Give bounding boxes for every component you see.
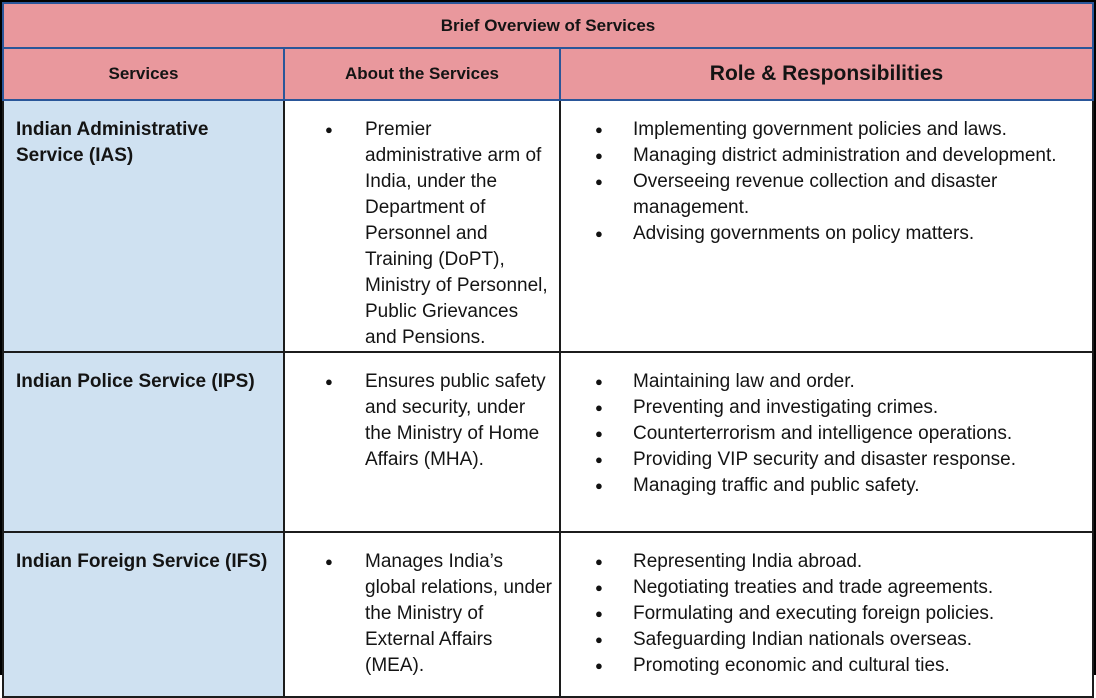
- bullet-icon: ●: [595, 148, 603, 163]
- bullet-icon: ●: [595, 478, 603, 493]
- about-list: ● Manages India’s global relations, under…: [285, 549, 559, 679]
- table-title-row: Brief Overview of Services: [2, 2, 1094, 49]
- role-text: Safeguarding Indian nationals overseas.: [633, 629, 973, 650]
- list-item: ● Negotiating treaties and trade agreemen…: [595, 575, 1084, 601]
- bullet-icon: ●: [595, 452, 603, 467]
- bullet-icon: ●: [595, 632, 603, 647]
- col-header-about: About the Services: [283, 47, 561, 101]
- table-title: Brief Overview of Services: [2, 2, 1094, 49]
- list-item: ● Preventing and investigating crimes.: [595, 395, 1084, 421]
- bullet-icon: ●: [595, 554, 603, 569]
- role-text: Providing VIP security and disaster resp…: [633, 449, 1017, 470]
- roles-cell-ips: ● Maintaining law and order. ● Preventing …: [559, 351, 1094, 533]
- list-item: ● Representing India abroad.: [595, 549, 1084, 575]
- role-text: Implementing government policies and law…: [633, 119, 1007, 140]
- role-text: Overseeing revenue collection and disast…: [633, 171, 998, 218]
- roles-list: ● Representing India abroad. ● Negotiating…: [561, 549, 1092, 679]
- bullet-icon: ●: [325, 122, 333, 137]
- role-text: Representing India abroad.: [633, 551, 863, 572]
- role-text: Advising governments on policy matters.: [633, 223, 975, 244]
- list-item: ● Safeguarding Indian nationals overseas.: [595, 627, 1084, 653]
- list-item: ● Counterterrorism and intelligence opera…: [595, 421, 1084, 447]
- table-row-ips: Indian Police Service (IPS) ● Ensures pub…: [2, 351, 1094, 533]
- bullet-icon: ●: [595, 580, 603, 595]
- about-text: Manages India’s global relations, under …: [365, 551, 552, 676]
- roles-list: ● Maintaining law and order. ● Preventing …: [561, 369, 1092, 499]
- role-text: Promoting economic and cultural ties.: [633, 655, 950, 676]
- service-name-ips: Indian Police Service (IPS): [2, 351, 285, 533]
- bullet-icon: ●: [595, 174, 603, 189]
- role-text: Maintaining law and order.: [633, 371, 855, 392]
- role-text: Negotiating treaties and trade agreement…: [633, 577, 994, 598]
- list-item: ● Formulating and executing foreign polic…: [595, 601, 1084, 627]
- list-item: ● Providing VIP security and disaster res…: [595, 447, 1084, 473]
- service-name-ifs: Indian Foreign Service (IFS): [2, 531, 285, 698]
- role-text: Formulating and executing foreign polici…: [633, 603, 995, 624]
- bullet-icon: ●: [325, 554, 333, 569]
- list-item: ● Premier administrative arm of India, un…: [325, 117, 553, 351]
- list-item: ● Ensures public safety and security, und…: [325, 369, 553, 473]
- about-text: Premier administrative arm of India, und…: [365, 119, 548, 348]
- bullet-icon: ●: [595, 426, 603, 441]
- bullet-icon: ●: [595, 606, 603, 621]
- list-item: ● Advising governments on policy matters.: [595, 221, 1084, 247]
- bullet-icon: ●: [595, 226, 603, 241]
- role-text: Counterterrorism and intelligence operat…: [633, 423, 1013, 444]
- bullet-icon: ●: [595, 374, 603, 389]
- bullet-icon: ●: [325, 374, 333, 389]
- about-cell-ias: ● Premier administrative arm of India, un…: [283, 99, 561, 353]
- about-text: Ensures public safety and security, unde…: [365, 371, 546, 470]
- role-text: Managing district administration and dev…: [633, 145, 1057, 166]
- role-text: Preventing and investigating crimes.: [633, 397, 939, 418]
- about-list: ● Ensures public safety and security, und…: [285, 369, 559, 473]
- roles-cell-ifs: ● Representing India abroad. ● Negotiating…: [559, 531, 1094, 698]
- bullet-icon: ●: [595, 658, 603, 673]
- about-list: ● Premier administrative arm of India, un…: [285, 117, 559, 351]
- col-header-services: Services: [2, 47, 285, 101]
- roles-list: ● Implementing government policies and la…: [561, 117, 1092, 247]
- bullet-icon: ●: [595, 400, 603, 415]
- col-header-roles: Role & Responsibilities: [559, 47, 1094, 101]
- list-item: ● Manages India’s global relations, under…: [325, 549, 553, 679]
- table-row-ias: Indian Administrative Service (IAS) ● Pre…: [2, 99, 1094, 353]
- list-item: ● Promoting economic and cultural ties.: [595, 653, 1084, 679]
- list-item: ● Implementing government policies and la…: [595, 117, 1084, 143]
- about-cell-ifs: ● Manages India’s global relations, under…: [283, 531, 561, 698]
- about-cell-ips: ● Ensures public safety and security, und…: [283, 351, 561, 533]
- list-item: ● Maintaining law and order.: [595, 369, 1084, 395]
- list-item: ● Managing traffic and public safety.: [595, 473, 1084, 499]
- role-text: Managing traffic and public safety.: [633, 475, 920, 496]
- service-name-ias: Indian Administrative Service (IAS): [2, 99, 285, 353]
- list-item: ● Overseeing revenue collection and disas…: [595, 169, 1084, 221]
- table-row-ifs: Indian Foreign Service (IFS) ● Manages In…: [2, 531, 1094, 698]
- roles-cell-ias: ● Implementing government policies and la…: [559, 99, 1094, 353]
- bullet-icon: ●: [595, 122, 603, 137]
- column-header-row: Services About the Services Role & Respo…: [2, 47, 1094, 101]
- list-item: ● Managing district administration and de…: [595, 143, 1084, 169]
